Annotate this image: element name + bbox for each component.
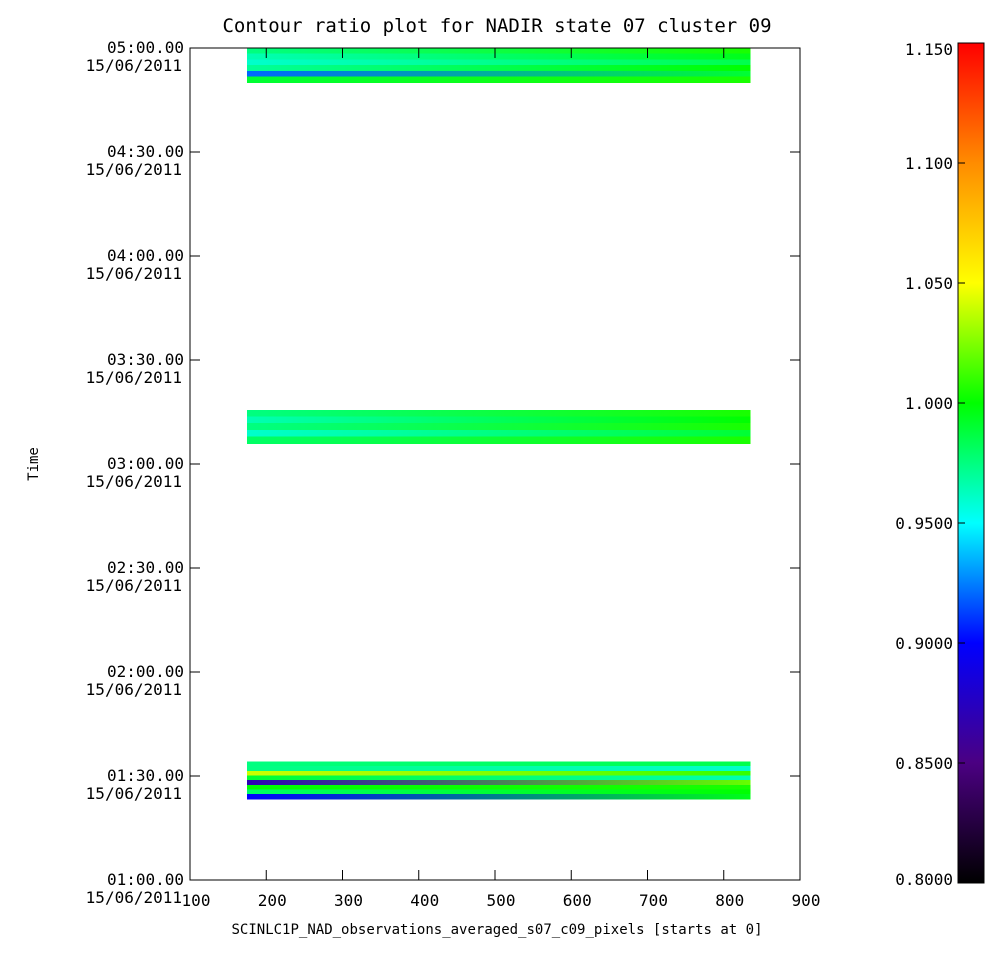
y-tick-time: 04:00.00 — [107, 246, 184, 265]
x-tick-label: 500 — [487, 891, 516, 910]
heatmap-row — [247, 416, 751, 424]
colorbar — [957, 42, 985, 884]
y-axis: 01:00.0015/06/201101:30.0015/06/201102:0… — [86, 38, 800, 907]
x-tick-label: 700 — [639, 891, 668, 910]
x-tick-label: 600 — [563, 891, 592, 910]
x-tick-label: 300 — [334, 891, 363, 910]
heatmap-blocks — [247, 48, 751, 800]
colorbar-tick-label: 1.100 — [905, 154, 953, 173]
heatmap-row — [247, 789, 751, 795]
colorbar-tick-label: 0.9500 — [895, 514, 953, 533]
x-tick-label: 100 — [182, 891, 211, 910]
heatmap-row — [247, 76, 751, 83]
y-tick-time: 02:00.00 — [107, 662, 184, 681]
heatmap-row — [247, 53, 751, 61]
plot-frame — [189, 47, 801, 881]
y-tick-date: 15/06/2011 — [86, 576, 182, 595]
y-tick-date: 15/06/2011 — [86, 680, 182, 699]
y-axis-label: Time — [26, 447, 42, 481]
colorbar-tick-label: 0.9000 — [895, 634, 953, 653]
heatmap-row — [247, 59, 751, 66]
heatmap-row — [247, 436, 751, 444]
y-tick-date: 15/06/2011 — [86, 368, 182, 387]
heatmap-row — [247, 784, 751, 791]
colorbar-tick-label: 1.150 — [905, 40, 953, 59]
x-tick-label: 800 — [715, 891, 744, 910]
x-axis: 100 200 300 400 500 600 700 800 900 — [182, 48, 821, 910]
y-tick-time: 05:00.00 — [107, 38, 184, 57]
heatmap-row — [247, 423, 751, 431]
heatmap-row — [247, 766, 751, 772]
heatmap-row — [247, 770, 751, 777]
chart-title: Contour ratio plot for NADIR state 07 cl… — [222, 15, 771, 37]
heatmap-row — [247, 48, 751, 55]
colorbar-ticks: 0.8000 0.8500 0.9000 0.9500 1.000 1.050 1.100 1… — [895, 40, 965, 889]
colorbar-tick-label: 1.000 — [905, 394, 953, 413]
y-tick-date: 15/06/2011 — [86, 784, 182, 803]
y-tick-date: 15/06/2011 — [86, 56, 182, 75]
heatmap-row — [247, 775, 751, 781]
colorbar-tick-label: 0.8000 — [895, 870, 953, 889]
y-tick-date: 15/06/2011 — [86, 264, 182, 283]
heatmap-row — [247, 780, 751, 786]
x-axis-label: SCINLC1P_NAD_observations_averaged_s07_c… — [231, 922, 762, 938]
colorbar-tick-label: 0.8500 — [895, 754, 953, 773]
heatmap-row — [247, 794, 751, 800]
y-tick-time: 01:00.00 — [107, 870, 184, 889]
y-tick-time: 03:00.00 — [107, 454, 184, 473]
heatmap-block-2 — [247, 409, 751, 444]
y-tick-time: 04:30.00 — [107, 142, 184, 161]
y-tick-time: 03:30.00 — [107, 350, 184, 369]
x-tick-label: 400 — [410, 891, 439, 910]
x-tick-label: 200 — [258, 891, 287, 910]
x-tick-label: 900 — [792, 891, 821, 910]
y-tick-time: 01:30.00 — [107, 766, 184, 785]
heatmap-row — [247, 70, 751, 78]
heatmap-row — [247, 409, 751, 418]
colorbar-tick-label: 1.050 — [905, 274, 953, 293]
heatmap-row — [247, 429, 751, 438]
heatmap-row — [247, 65, 751, 72]
y-tick-date: 15/06/2011 — [86, 888, 182, 907]
heatmap-block-1 — [247, 48, 751, 83]
y-tick-date: 15/06/2011 — [86, 160, 182, 179]
heatmap-row — [247, 761, 751, 767]
heatmap-block-3 — [247, 761, 751, 800]
y-tick-date: 15/06/2011 — [86, 472, 182, 491]
y-tick-time: 02:30.00 — [107, 558, 184, 577]
